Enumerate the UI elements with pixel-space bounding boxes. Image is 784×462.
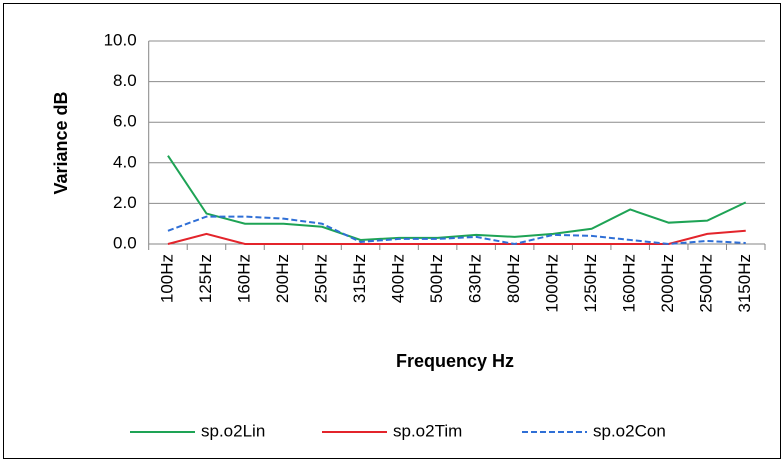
x-tick-label: 800Hz [504,254,523,303]
y-axis-title: Variance dB [51,91,71,194]
x-tick-label: 630Hz [466,254,485,303]
y-tick-label: 8.0 [113,71,137,90]
x-tick-label: 160Hz [234,254,253,303]
series-line [167,155,747,241]
x-tick-label: 3150Hz [735,254,754,313]
x-tick-label: 250Hz [312,254,331,303]
x-tick-label: 200Hz [273,254,292,303]
y-tick-label: 4.0 [113,152,137,171]
y-tick-label: 0.0 [113,233,137,252]
x-tick-label: 315Hz [350,254,369,303]
x-tick-label: 125Hz [196,254,215,303]
x-tick-label: 2000Hz [658,254,677,313]
x-tick-label: 1000Hz [543,254,562,313]
x-tick-label: 400Hz [389,254,408,303]
x-tick-label: 2500Hz [697,254,716,313]
legend-label: sp.o2Con [593,421,666,440]
x-axis-title: Frequency Hz [396,351,514,371]
x-tick-label: 1250Hz [581,254,600,313]
x-tick-label: 100Hz [157,254,176,303]
y-tick-label: 2.0 [113,193,137,212]
x-tick-label: 500Hz [427,254,446,303]
legend-label: sp.o2Lin [201,421,265,440]
legend-label: sp.o2Tim [393,421,462,440]
y-tick-label: 6.0 [113,112,137,131]
series-line [167,229,746,245]
chart-frame [3,3,781,459]
y-tick-label: 10.0 [104,30,137,49]
series-line [167,215,746,246]
x-tick-label: 1600Hz [620,254,639,313]
